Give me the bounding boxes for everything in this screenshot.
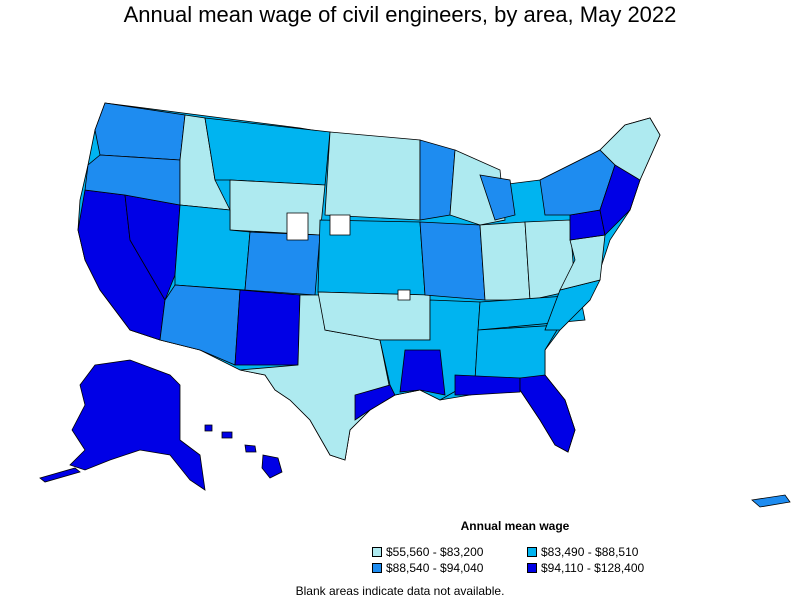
puerto-rico-region <box>751 494 791 508</box>
legend-item-high: $94,110 - $128,400 <box>527 561 644 575</box>
legend-swatch-high <box>527 563 537 573</box>
alaska-region <box>69 359 206 491</box>
blank-area-wyoming <box>286 212 309 241</box>
legend-swatch-mid-low <box>527 547 537 557</box>
legend-title: Annual mean wage <box>460 519 570 533</box>
lower-michigan-region <box>479 174 516 221</box>
legend-item-mid-high: $88,540 - $94,040 <box>372 561 483 575</box>
gulf-coast-high-region <box>454 374 521 396</box>
iowa-missouri-region <box>419 221 486 301</box>
arizona-region <box>159 284 241 366</box>
hawaii-oahu <box>221 431 233 439</box>
hawaii-maui <box>244 444 257 453</box>
texas-gulf-region <box>354 384 396 421</box>
hawaii-kauai <box>204 424 213 432</box>
wyoming-region <box>229 179 326 236</box>
illinois-indiana-region <box>479 221 531 301</box>
colorado-region <box>244 231 321 296</box>
legend-item-low: $55,560 - $83,200 <box>372 545 483 559</box>
legend-label-high: $94,110 - $128,400 <box>541 561 645 575</box>
legend-swatch-low <box>372 547 382 557</box>
alaska-islands <box>39 467 81 483</box>
blank-area-missouri <box>397 289 411 301</box>
map-title: Annual mean wage of civil engineers, by … <box>123 2 677 27</box>
blank-area-dakota <box>329 214 351 236</box>
new-mexico-region <box>234 289 301 366</box>
legend-swatch-mid-high <box>372 563 382 573</box>
minnesota-region <box>419 139 456 221</box>
hawaii-big-island <box>261 454 283 479</box>
florida-region <box>519 374 576 453</box>
legend-label-mid-high: $88,540 - $94,040 <box>386 561 484 575</box>
footnote: Blank areas indicate data not available. <box>295 584 505 598</box>
legend-label-low: $55,560 - $83,200 <box>386 545 484 559</box>
legend-label-mid-low: $83,490 - $88,510 <box>541 545 639 559</box>
northeast-corridor-region <box>599 164 641 236</box>
dakotas-region <box>324 131 421 221</box>
louisiana-high-region <box>399 349 446 396</box>
montana-region <box>204 117 331 186</box>
legend-item-mid-low: $83,490 - $88,510 <box>527 545 638 559</box>
